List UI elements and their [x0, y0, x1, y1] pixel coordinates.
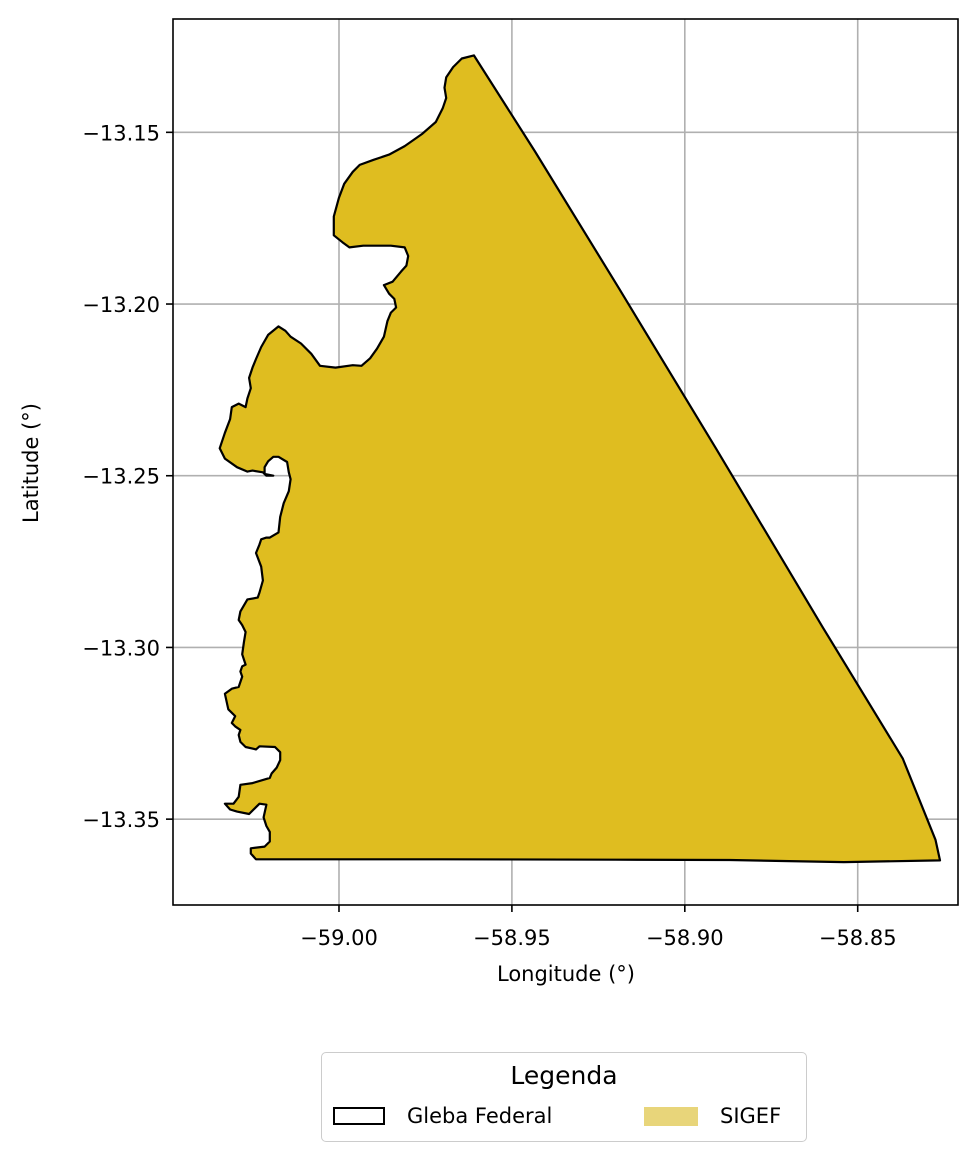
- y-tick-label: −13.20: [82, 293, 160, 317]
- sigef-polygon: [218, 54, 942, 864]
- y-axis-label: Latitude (°): [19, 403, 43, 523]
- legend-label-gleba-federal: Gleba Federal: [407, 1104, 553, 1128]
- legend-item-gleba-federal: Gleba Federal: [333, 1104, 552, 1128]
- y-tick-label: −13.15: [82, 121, 160, 145]
- plot-frame: [172, 18, 959, 906]
- x-tick-label: −58.90: [646, 926, 724, 950]
- legend-item-sigef: SIGEF: [644, 1104, 781, 1128]
- legend-label-sigef: SIGEF: [720, 1104, 782, 1128]
- y-tick-label: −13.35: [82, 808, 160, 832]
- axis-ticks: [166, 131, 859, 912]
- outline-swatch-icon: [333, 1107, 385, 1125]
- fill-swatch-icon: [644, 1106, 698, 1126]
- x-axis-label: Longitude (°): [497, 962, 635, 986]
- y-tick-label: −13.25: [82, 465, 160, 489]
- x-tick-label: −59.00: [300, 926, 378, 950]
- x-tick-label: −58.85: [819, 926, 897, 950]
- legend-title: Legenda: [510, 1061, 618, 1090]
- x-tick-label: −58.95: [473, 926, 551, 950]
- y-tick-label: −13.30: [82, 636, 160, 660]
- legend: Legenda Gleba Federal SIGEF: [321, 1052, 807, 1142]
